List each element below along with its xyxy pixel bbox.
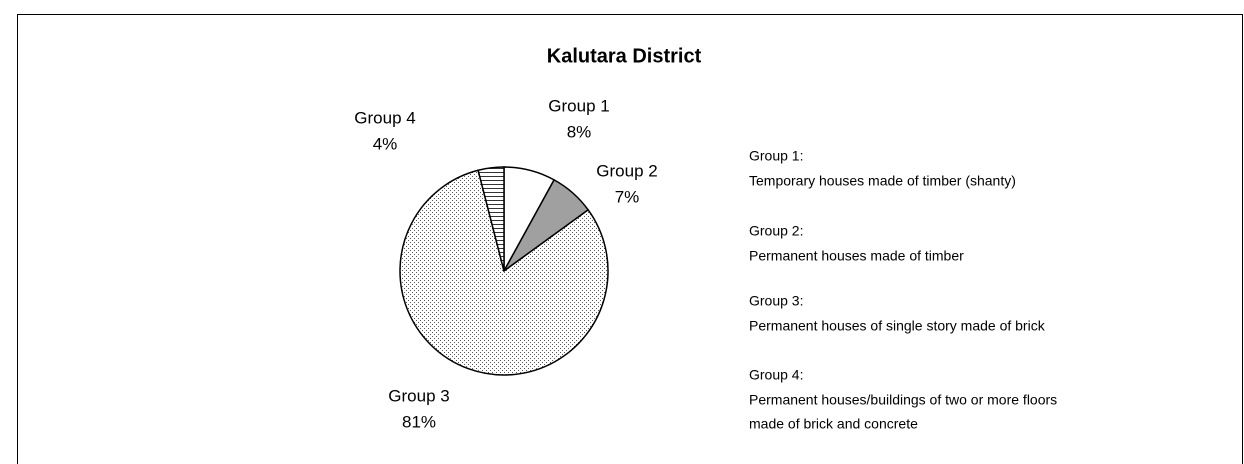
description-text: Temporary houses made of timber (shanty) bbox=[749, 173, 1016, 189]
slice-value-label: 7% bbox=[615, 187, 640, 206]
description-heading: Group 1: bbox=[749, 148, 803, 164]
description-text: made of brick and concrete bbox=[749, 416, 918, 432]
description-heading: Group 2: bbox=[749, 223, 803, 239]
chart-title: Kalutara District bbox=[547, 45, 702, 67]
slice-value-label: 81% bbox=[402, 412, 436, 431]
description-text: Permanent houses/buildings of two or mor… bbox=[749, 392, 1057, 408]
frame bbox=[17, 14, 1243, 464]
pie-slice bbox=[477, 166, 505, 272]
slice-label: Group 2 bbox=[596, 161, 657, 180]
slice-label: Group 3 bbox=[388, 386, 449, 405]
description-text: Permanent houses of single story made of… bbox=[749, 318, 1046, 334]
slice-value-label: 4% bbox=[373, 134, 398, 153]
description-heading: Group 4: bbox=[749, 367, 803, 383]
pie-slice bbox=[399, 169, 609, 376]
description-heading: Group 3: bbox=[749, 293, 803, 309]
slice-value-label: 8% bbox=[567, 122, 592, 141]
slice-label: Group 1 bbox=[548, 96, 609, 115]
slice-label: Group 4 bbox=[354, 108, 415, 127]
description-text: Permanent houses made of timber bbox=[749, 248, 964, 264]
